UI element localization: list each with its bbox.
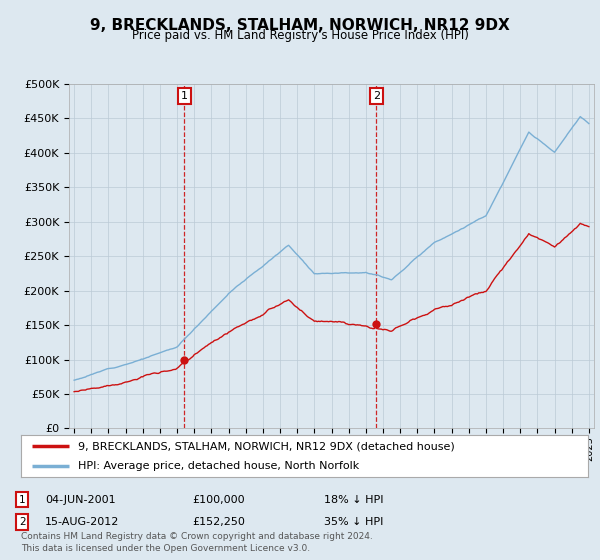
Text: 2: 2 — [19, 517, 26, 527]
Text: 35% ↓ HPI: 35% ↓ HPI — [324, 517, 383, 527]
Text: 2: 2 — [373, 91, 380, 101]
Text: Contains HM Land Registry data © Crown copyright and database right 2024.
This d: Contains HM Land Registry data © Crown c… — [21, 533, 373, 553]
Text: 1: 1 — [19, 494, 26, 505]
Text: 9, BRECKLANDS, STALHAM, NORWICH, NR12 9DX: 9, BRECKLANDS, STALHAM, NORWICH, NR12 9D… — [90, 18, 510, 33]
Text: £100,000: £100,000 — [192, 494, 245, 505]
Text: 04-JUN-2001: 04-JUN-2001 — [45, 494, 116, 505]
Text: Price paid vs. HM Land Registry's House Price Index (HPI): Price paid vs. HM Land Registry's House … — [131, 29, 469, 42]
Text: HPI: Average price, detached house, North Norfolk: HPI: Average price, detached house, Nort… — [78, 461, 359, 471]
Text: 15-AUG-2012: 15-AUG-2012 — [45, 517, 119, 527]
Text: 18% ↓ HPI: 18% ↓ HPI — [324, 494, 383, 505]
Text: £152,250: £152,250 — [192, 517, 245, 527]
Text: 1: 1 — [181, 91, 188, 101]
Text: 9, BRECKLANDS, STALHAM, NORWICH, NR12 9DX (detached house): 9, BRECKLANDS, STALHAM, NORWICH, NR12 9D… — [78, 441, 454, 451]
